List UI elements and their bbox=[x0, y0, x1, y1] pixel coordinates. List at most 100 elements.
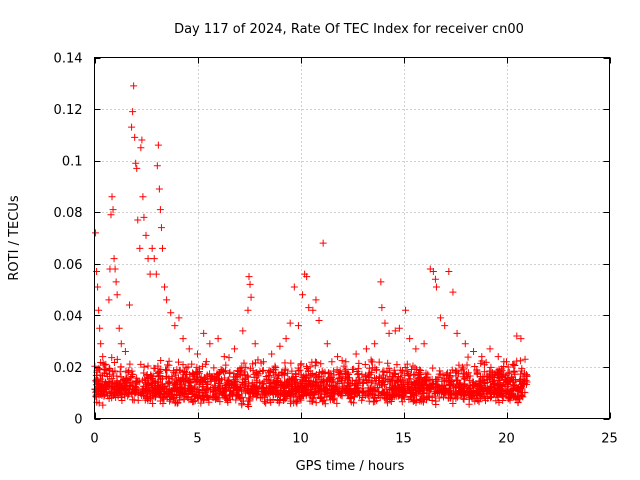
data-point bbox=[197, 399, 205, 407]
data-point bbox=[464, 369, 472, 377]
data-point bbox=[253, 379, 261, 387]
data-point bbox=[482, 358, 490, 366]
data-point bbox=[102, 380, 110, 388]
data-point bbox=[400, 390, 408, 398]
data-point bbox=[308, 358, 316, 366]
data-point bbox=[108, 193, 116, 201]
data-point bbox=[155, 391, 163, 399]
data-point bbox=[206, 340, 214, 348]
data-point bbox=[262, 399, 270, 407]
data-point bbox=[480, 368, 488, 376]
data-point bbox=[370, 394, 378, 402]
data-point bbox=[512, 393, 520, 401]
data-point bbox=[383, 368, 391, 376]
data-point bbox=[320, 379, 328, 387]
data-point bbox=[108, 389, 116, 397]
data-point bbox=[158, 244, 166, 252]
data-point bbox=[307, 381, 315, 389]
data-point bbox=[118, 397, 126, 405]
data-point bbox=[232, 396, 240, 404]
data-point bbox=[144, 390, 152, 398]
data-point bbox=[379, 378, 387, 386]
data-point bbox=[362, 377, 370, 385]
data-point bbox=[444, 376, 452, 384]
data-point bbox=[178, 389, 186, 397]
data-point bbox=[266, 380, 274, 388]
data-point bbox=[126, 301, 134, 309]
data-point bbox=[333, 366, 341, 374]
data-point bbox=[396, 376, 404, 384]
data-point bbox=[102, 360, 110, 368]
data-point bbox=[347, 394, 355, 402]
data-point bbox=[132, 159, 140, 167]
data-point bbox=[237, 395, 245, 403]
data-point bbox=[283, 380, 291, 388]
data-point bbox=[441, 322, 449, 330]
data-point bbox=[255, 385, 263, 393]
data-point bbox=[230, 370, 238, 378]
data-points bbox=[91, 82, 531, 411]
data-point bbox=[399, 385, 407, 393]
data-point bbox=[219, 387, 227, 395]
data-point bbox=[305, 304, 313, 312]
data-point bbox=[292, 370, 300, 378]
data-point bbox=[248, 381, 256, 389]
data-point bbox=[463, 361, 471, 369]
data-point bbox=[364, 384, 372, 392]
data-point bbox=[517, 335, 525, 343]
data-point bbox=[485, 370, 493, 378]
plot-frame bbox=[94, 57, 610, 419]
data-point bbox=[367, 356, 375, 364]
data-point bbox=[99, 353, 107, 361]
data-point bbox=[423, 395, 431, 403]
data-point bbox=[281, 366, 289, 374]
data-point bbox=[99, 401, 107, 409]
data-point bbox=[361, 360, 369, 368]
data-point bbox=[497, 389, 505, 397]
data-point bbox=[291, 388, 299, 396]
data-point bbox=[312, 296, 320, 304]
data-point bbox=[154, 362, 162, 370]
data-point bbox=[375, 381, 383, 389]
data-point bbox=[113, 377, 121, 385]
x-tick-label: 0 bbox=[90, 432, 98, 447]
data-point bbox=[486, 345, 494, 353]
data-point bbox=[458, 363, 466, 371]
data-point bbox=[220, 353, 228, 361]
data-point bbox=[386, 377, 394, 385]
data-point bbox=[156, 206, 164, 214]
data-point bbox=[343, 382, 351, 390]
data-point bbox=[509, 360, 517, 368]
data-point bbox=[402, 306, 410, 314]
data-point bbox=[311, 362, 319, 370]
data-point bbox=[352, 388, 360, 396]
x-tick-label: 20 bbox=[498, 432, 515, 447]
data-point bbox=[214, 335, 222, 343]
data-point bbox=[417, 395, 425, 403]
data-point bbox=[514, 399, 522, 407]
data-point bbox=[384, 359, 392, 367]
data-point bbox=[155, 185, 163, 193]
data-point bbox=[487, 367, 495, 375]
data-point bbox=[202, 358, 210, 366]
data-point bbox=[128, 373, 136, 381]
data-point bbox=[417, 370, 425, 378]
data-point bbox=[237, 386, 245, 394]
data-point bbox=[505, 395, 513, 403]
data-point bbox=[174, 399, 182, 407]
data-point bbox=[168, 373, 176, 381]
data-point bbox=[375, 358, 383, 366]
data-point bbox=[377, 278, 385, 286]
data-point bbox=[259, 358, 267, 366]
data-point bbox=[468, 381, 476, 389]
data-point bbox=[245, 394, 253, 402]
data-point bbox=[163, 296, 171, 304]
data-point bbox=[256, 368, 264, 376]
data-point bbox=[247, 293, 255, 301]
data-point bbox=[158, 382, 166, 390]
data-point bbox=[148, 391, 156, 399]
data-point bbox=[179, 361, 187, 369]
data-point bbox=[121, 387, 129, 395]
data-point bbox=[163, 366, 171, 374]
data-point bbox=[133, 164, 141, 172]
